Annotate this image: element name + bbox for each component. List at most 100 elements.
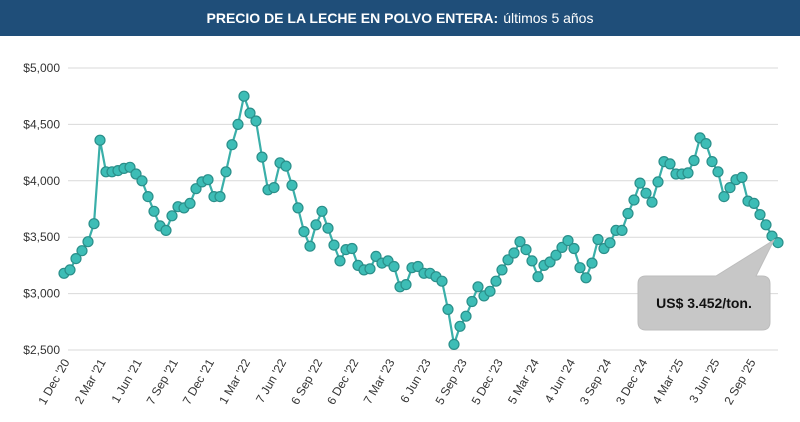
data-point xyxy=(532,271,544,283)
x-tick-label: 1 Mar '22 xyxy=(216,356,253,406)
x-tick-label: 2 Mar '21 xyxy=(72,356,109,406)
data-point xyxy=(346,242,358,255)
callout-price-label: US$ 3.452/ton. xyxy=(656,295,752,311)
data-point xyxy=(550,249,562,261)
data-point xyxy=(202,174,214,186)
data-point xyxy=(466,295,478,308)
data-point xyxy=(604,237,616,249)
y-tick-label: $5,000 xyxy=(23,61,60,75)
data-point xyxy=(226,139,238,151)
data-point xyxy=(700,138,712,150)
data-point xyxy=(94,134,106,146)
data-point xyxy=(304,240,316,252)
y-tick-label: $3,000 xyxy=(23,287,60,301)
data-point xyxy=(364,263,376,275)
data-point xyxy=(772,237,784,249)
data-point xyxy=(634,177,646,189)
data-point xyxy=(166,210,178,222)
data-point xyxy=(472,281,484,293)
data-point xyxy=(292,202,304,214)
x-tick-label: 6 Sep '22 xyxy=(288,356,325,407)
x-tick-label: 3 Jun '25 xyxy=(686,356,722,405)
data-point xyxy=(760,219,772,231)
chart-title-main: PRECIO DE LA LECHE EN POLVO ENTERA: xyxy=(206,10,499,26)
data-point xyxy=(454,320,466,332)
x-tick-label: 4 Mar '25 xyxy=(649,356,686,406)
data-point xyxy=(184,197,196,209)
x-tick-label: 7 Jun '22 xyxy=(253,356,289,405)
data-point xyxy=(712,166,724,178)
data-point xyxy=(490,275,502,287)
x-tick-label: 4 Jun '24 xyxy=(542,356,578,405)
data-point xyxy=(448,338,460,350)
data-point xyxy=(232,118,244,131)
data-point xyxy=(268,182,280,194)
data-point xyxy=(640,187,652,199)
data-point xyxy=(562,235,574,247)
y-tick-label: $3,500 xyxy=(23,230,60,244)
data-point xyxy=(520,244,532,256)
data-point xyxy=(298,226,310,238)
data-point xyxy=(526,255,538,267)
data-point xyxy=(220,166,232,178)
data-point xyxy=(514,236,526,248)
data-point xyxy=(646,196,658,208)
data-point xyxy=(238,90,250,102)
x-tick-label: 5 Dec '23 xyxy=(469,356,506,407)
data-point xyxy=(334,255,346,267)
x-tick-label: 6 Jun '23 xyxy=(397,356,433,405)
price-callout: US$ 3.452/ton. xyxy=(637,238,776,331)
data-point xyxy=(652,176,664,188)
x-tick-label: 7 Sep '21 xyxy=(144,356,181,407)
data-point xyxy=(214,191,226,203)
data-point xyxy=(286,179,298,191)
x-tick-label: 5 Mar '24 xyxy=(505,356,542,406)
x-tick-label: 1 Jun '21 xyxy=(109,356,145,405)
data-point xyxy=(136,175,148,187)
data-point xyxy=(460,310,472,322)
y-tick-label: $4,000 xyxy=(23,174,60,188)
data-point xyxy=(616,224,628,236)
data-point xyxy=(724,182,736,194)
chart-title-bar: PRECIO DE LA LECHE EN POLVO ENTERA: últi… xyxy=(0,0,800,36)
x-tick-label: 7 Mar '23 xyxy=(361,356,398,406)
data-point xyxy=(586,257,598,269)
data-point xyxy=(568,242,580,255)
y-axis-ticks: $2,500 $3,000 $3,500 $4,000 $4,500 $5,000 xyxy=(23,61,60,357)
data-point xyxy=(160,224,172,236)
data-point xyxy=(574,262,586,274)
data-point xyxy=(316,205,328,217)
data-point xyxy=(628,194,640,206)
callout-bubble xyxy=(637,238,776,331)
data-point xyxy=(718,191,730,203)
x-axis-ticks: 1 Dec '20 2 Mar '21 1 Jun '217 Sep '217 De… xyxy=(35,356,758,407)
data-point xyxy=(250,115,262,127)
data-point xyxy=(442,303,454,315)
data-point xyxy=(244,107,256,119)
y-tick-label: $2,500 xyxy=(23,343,60,357)
data-point xyxy=(88,218,100,230)
data-point xyxy=(142,191,154,203)
data-point xyxy=(400,279,412,291)
x-tick-label: 2 Sep '25 xyxy=(721,356,758,407)
data-point xyxy=(592,233,604,246)
data-point xyxy=(736,171,748,183)
data-point xyxy=(310,219,322,231)
data-point xyxy=(76,245,88,257)
data-point xyxy=(622,207,634,220)
data-point xyxy=(496,264,508,276)
data-point xyxy=(664,158,676,170)
data-point xyxy=(508,247,520,259)
data-point xyxy=(64,264,76,276)
data-point xyxy=(580,272,592,284)
data-point xyxy=(706,156,718,168)
data-point xyxy=(328,239,340,251)
data-point xyxy=(484,285,496,297)
data-point xyxy=(682,167,694,179)
data-point xyxy=(82,236,94,248)
data-point xyxy=(322,222,334,234)
x-tick-label: 7 Dec '21 xyxy=(180,356,217,407)
data-point xyxy=(148,205,160,217)
data-point xyxy=(70,253,82,265)
